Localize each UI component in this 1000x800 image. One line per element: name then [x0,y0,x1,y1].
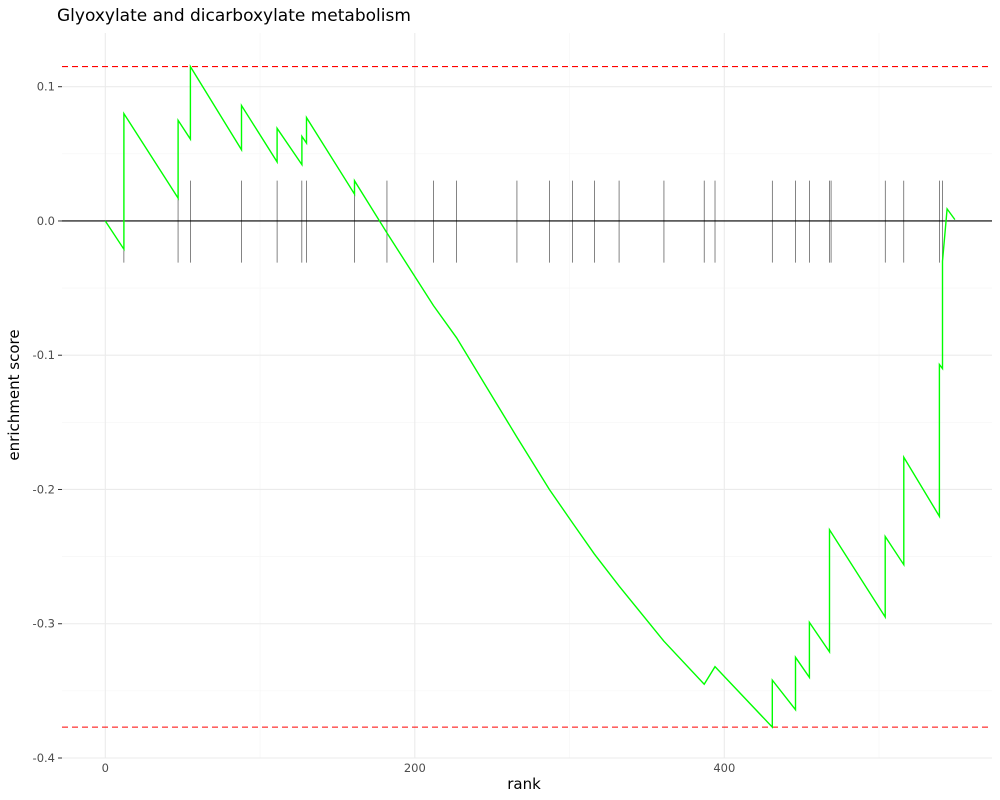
bound-lines [62,66,992,728]
x-tick-label: 200 [404,761,426,775]
enrichment-score-line [104,64,956,729]
x-tick-label: 400 [713,761,735,775]
y-axis-title: enrichment score [5,329,23,460]
y-tick-label: -0.4 [33,751,55,765]
y-tick-label: 0.0 [37,214,55,228]
y-tick-label: -0.3 [33,617,55,631]
hit-ticks [123,180,943,263]
y-tick-label: 0.1 [37,80,55,94]
axis-ticks: 0 200 400 0.1 0.0 -0.1 -0.2 -0.3 -0.4 [33,80,736,775]
x-axis-title: rank [507,775,541,793]
y-tick-label: -0.2 [33,482,55,496]
chart-title: Glyoxylate and dicarboxylate metabolism [57,6,411,26]
y-tick-label: -0.1 [33,348,55,362]
series-layer [104,64,956,729]
grid [62,33,992,759]
x-tick-label: 0 [102,761,109,775]
